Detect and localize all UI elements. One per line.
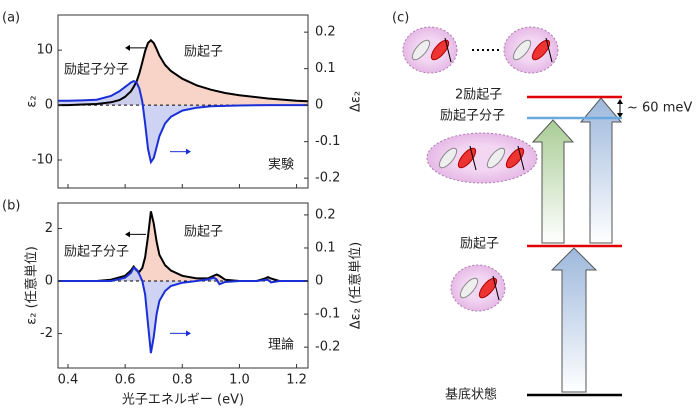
level-label: 2励起子 [455, 88, 502, 103]
level-label: 励起子 [460, 237, 499, 252]
exciton-cluster [450, 264, 506, 312]
x-tick-label: 1.2 [286, 373, 307, 388]
line [58, 38, 309, 107]
y2-axis-label: Δε₂ (任意単位) [348, 242, 364, 329]
pair-cluster [402, 26, 559, 74]
y-tick-label: 0 [45, 274, 53, 289]
annotation: 励起子分子 [64, 245, 129, 260]
y2-axis-label: Δε₂ [349, 91, 364, 112]
biexciton-cluster [426, 132, 538, 184]
y-tick-label: 2 [45, 221, 53, 236]
axis-arrow [186, 148, 191, 155]
line [58, 79, 308, 165]
annotation: 励起子 [184, 225, 223, 240]
y2-tick-label: 0 [315, 274, 323, 289]
annotation: 実験 [268, 157, 294, 173]
area [58, 81, 308, 163]
y2-tick-label: -0.2 [315, 171, 340, 186]
y2-tick-label: 0.2 [315, 25, 336, 40]
y-axis-label: ε₂ (任意単位) [24, 246, 40, 325]
y-axis-label: ε₂ [25, 95, 40, 107]
level-label: 励起子分子 [440, 109, 505, 124]
y2-tick-label: -0.2 [315, 340, 340, 355]
x-axis-label: 光子エネルギー (eV) [122, 393, 244, 408]
plot-frame [57, 202, 309, 369]
y2-tick-label: 0 [315, 98, 323, 113]
y2-tick-label: 0.1 [315, 240, 336, 255]
arrow [550, 247, 598, 393]
y-tick-label: 0 [45, 98, 53, 113]
annotation: 励起子 [184, 45, 223, 60]
panel-label: (b) [2, 199, 20, 214]
panel-label: (a) [2, 11, 20, 26]
y-tick-label: -2 [40, 326, 53, 341]
area [58, 40, 308, 106]
line [58, 266, 308, 354]
y2-tick-label: -0.1 [315, 307, 340, 322]
diagram-c: (c) ~ 60 meV [392, 11, 692, 393]
annotation: 励起子分子 [64, 63, 129, 78]
arrow [579, 97, 623, 244]
annotation: 理論 [268, 337, 294, 353]
panel-label: (c) [392, 11, 409, 26]
arrow [531, 119, 575, 244]
y-tick-label: -10 [32, 152, 53, 167]
axis-arrow [125, 231, 130, 238]
x-tick-label: 0.8 [172, 373, 193, 388]
x-tick-label: 1.0 [229, 373, 250, 388]
y2-tick-label: -0.1 [315, 134, 340, 149]
axis-arrow [186, 330, 191, 337]
gap-label: ~ 60 meV [627, 101, 692, 116]
y2-tick-label: 0.2 [315, 207, 336, 222]
plot-frame [57, 14, 309, 189]
y2-tick-label: 0.1 [315, 61, 336, 76]
y-tick-label: 10 [36, 43, 53, 58]
level-label: 基底状態 [445, 387, 497, 403]
axis-arrow [125, 44, 130, 51]
x-tick-label: 0.4 [58, 373, 79, 388]
x-tick-label: 0.6 [115, 373, 136, 388]
